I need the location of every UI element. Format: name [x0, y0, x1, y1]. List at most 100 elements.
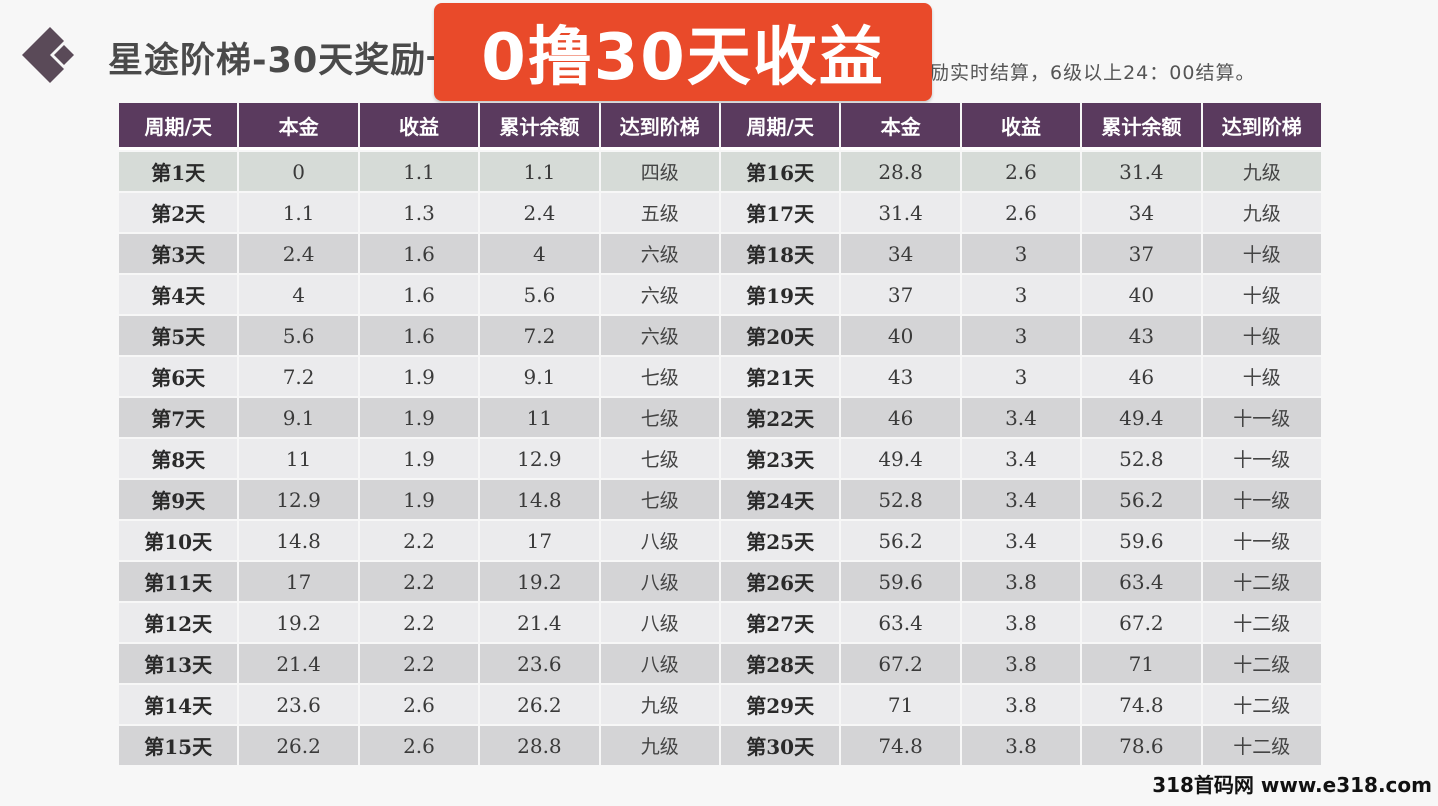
balance-cell: 59.6 [1082, 521, 1201, 560]
balance-cell: 46 [1082, 357, 1201, 396]
level-cell: 十二级 [1202, 562, 1321, 601]
principal-cell: 9.1 [239, 398, 358, 437]
level-cell: 六级 [600, 275, 719, 314]
balance-cell: 34 [1082, 193, 1201, 232]
column-header: 达到阶梯 [1202, 103, 1321, 150]
level-cell: 十级 [1202, 275, 1321, 314]
balance-cell: 2.4 [480, 193, 599, 232]
principal-cell: 2.4 [239, 234, 358, 273]
principal-cell: 71 [841, 685, 960, 724]
level-cell: 八级 [600, 603, 719, 642]
principal-cell: 31.4 [841, 193, 960, 232]
column-header: 收益 [961, 103, 1081, 150]
earnings-cell: 3 [961, 234, 1081, 273]
day-cell: 第20天 [721, 316, 840, 355]
day-cell: 第18天 [721, 234, 840, 273]
level-cell: 七级 [600, 357, 719, 396]
level-cell: 十级 [1202, 234, 1321, 273]
day-cell: 第1天 [119, 152, 238, 191]
principal-cell: 14.8 [239, 521, 358, 560]
balance-cell: 7.2 [480, 316, 599, 355]
earnings-cell: 1.3 [359, 193, 479, 232]
earnings-cell: 1.1 [359, 152, 479, 191]
balance-cell: 63.4 [1082, 562, 1201, 601]
balance-cell: 28.8 [480, 726, 599, 765]
earnings-cell: 3.4 [961, 439, 1081, 478]
level-cell: 十一级 [1202, 439, 1321, 478]
column-header: 周期/天 [119, 103, 238, 150]
level-cell: 四级 [600, 152, 719, 191]
balance-cell: 9.1 [480, 357, 599, 396]
level-cell: 八级 [600, 521, 719, 560]
earnings-cell: 3 [961, 316, 1081, 355]
level-cell: 十一级 [1202, 521, 1321, 560]
earnings-cell: 3 [961, 357, 1081, 396]
level-cell: 九级 [1202, 193, 1321, 232]
earnings-cell: 3.8 [961, 562, 1081, 601]
principal-cell: 28.8 [841, 152, 960, 191]
balance-cell: 26.2 [480, 685, 599, 724]
day-cell: 第23天 [721, 439, 840, 478]
principal-cell: 4 [239, 275, 358, 314]
balance-cell: 5.6 [480, 275, 599, 314]
balance-cell: 23.6 [480, 644, 599, 683]
balance-cell: 21.4 [480, 603, 599, 642]
level-cell: 十一级 [1202, 398, 1321, 437]
day-cell: 第4天 [119, 275, 238, 314]
level-cell: 十二级 [1202, 726, 1321, 765]
earnings-cell: 3.4 [961, 521, 1081, 560]
balance-cell: 17 [480, 521, 599, 560]
principal-cell: 56.2 [841, 521, 960, 560]
level-cell: 十级 [1202, 357, 1321, 396]
day-cell: 第11天 [119, 562, 238, 601]
day-cell: 第12天 [119, 603, 238, 642]
principal-cell: 7.2 [239, 357, 358, 396]
balance-cell: 52.8 [1082, 439, 1201, 478]
principal-cell: 17 [239, 562, 358, 601]
day-cell: 第29天 [721, 685, 840, 724]
day-cell: 第5天 [119, 316, 238, 355]
column-header: 本金 [239, 103, 358, 150]
principal-cell: 74.8 [841, 726, 960, 765]
column-header: 收益 [359, 103, 479, 150]
day-cell: 第17天 [721, 193, 840, 232]
earnings-cell: 3.8 [961, 726, 1081, 765]
level-cell: 九级 [600, 726, 719, 765]
earnings-cell: 2.2 [359, 603, 479, 642]
day-cell: 第15天 [119, 726, 238, 765]
day-cell: 第21天 [721, 357, 840, 396]
promo-banner: 0撸30天收益 [434, 3, 932, 101]
principal-cell: 63.4 [841, 603, 960, 642]
day-cell: 第7天 [119, 398, 238, 437]
level-cell: 十级 [1202, 316, 1321, 355]
balance-cell: 49.4 [1082, 398, 1201, 437]
earnings-cell: 2.2 [359, 644, 479, 683]
principal-cell: 49.4 [841, 439, 960, 478]
principal-cell: 19.2 [239, 603, 358, 642]
level-cell: 五级 [600, 193, 719, 232]
principal-cell: 52.8 [841, 480, 960, 519]
earnings-cell: 2.2 [359, 521, 479, 560]
day-cell: 第14天 [119, 685, 238, 724]
day-cell: 第3天 [119, 234, 238, 273]
principal-cell: 23.6 [239, 685, 358, 724]
column-header: 达到阶梯 [600, 103, 719, 150]
column-header: 本金 [841, 103, 960, 150]
level-cell: 六级 [600, 316, 719, 355]
day-cell: 第16天 [721, 152, 840, 191]
day-cell: 第8天 [119, 439, 238, 478]
principal-cell: 43 [841, 357, 960, 396]
earnings-cell: 1.9 [359, 439, 479, 478]
level-cell: 七级 [600, 398, 719, 437]
balance-cell: 56.2 [1082, 480, 1201, 519]
day-cell: 第30天 [721, 726, 840, 765]
day-cell: 第10天 [119, 521, 238, 560]
level-cell: 七级 [600, 480, 719, 519]
day-cell: 第24天 [721, 480, 840, 519]
balance-cell: 14.8 [480, 480, 599, 519]
balance-cell: 1.1 [480, 152, 599, 191]
earnings-cell: 2.6 [961, 193, 1081, 232]
balance-cell: 11 [480, 398, 599, 437]
earnings-cell: 3.4 [961, 398, 1081, 437]
principal-cell: 37 [841, 275, 960, 314]
